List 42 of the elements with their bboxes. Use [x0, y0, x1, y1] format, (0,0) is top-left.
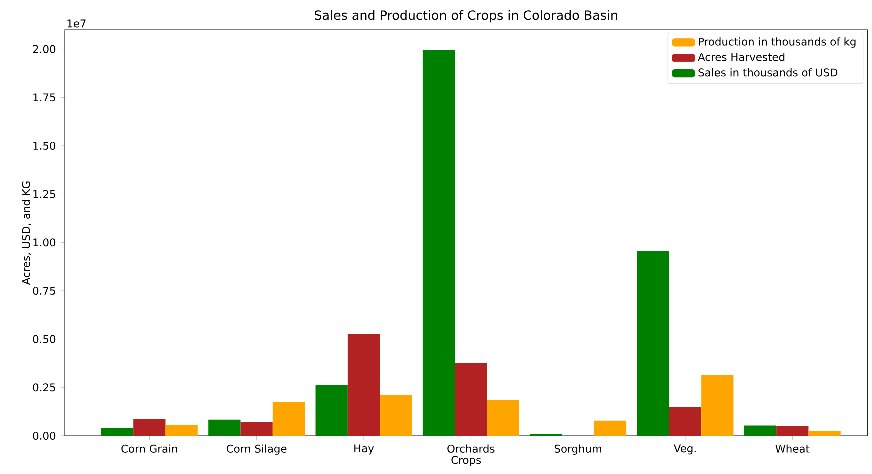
x-tick-label: Corn Silage: [226, 444, 287, 456]
x-axis-title: Crops: [452, 456, 482, 466]
bar: [240, 422, 273, 436]
x-tick-label: Wheat: [776, 444, 810, 453]
y-tick-label: 0.25: [33, 384, 56, 392]
bar: [348, 334, 380, 436]
bar: [669, 407, 702, 436]
bar: [487, 400, 520, 436]
y-tick-label: 1.75: [34, 94, 56, 102]
y-tick-label: 0.00: [33, 432, 56, 440]
x-tick-label: Orchards: [448, 444, 495, 453]
y-tick-label: 2.00: [33, 45, 56, 54]
bar: [702, 375, 734, 436]
bar: [316, 384, 348, 436]
bar: [380, 395, 412, 436]
bar: [101, 428, 134, 436]
y-axis-title: Acres, USD, and KG: [22, 182, 32, 286]
legend-label: Acres Harvested: [698, 53, 785, 62]
y-tick-label: 1.50: [34, 142, 56, 150]
bar: [422, 50, 456, 436]
x-tick-label: Sorghum: [554, 444, 602, 456]
x-tick-label: Hay: [354, 444, 374, 455]
bar: [208, 420, 241, 436]
x-tick-label: Veg.: [674, 444, 696, 455]
y-tick-label: 0.75: [33, 286, 56, 296]
bar: [272, 402, 306, 436]
bar: [637, 251, 670, 436]
bar: [594, 420, 627, 436]
chart-title: Sales and Production of Crops in Colorado Basin: [315, 10, 618, 23]
x-tick-label: Corn Grain: [122, 444, 178, 453]
y-tick-label: 1.25: [34, 190, 56, 198]
text: 1e7: [68, 20, 86, 28]
bar: [166, 424, 198, 436]
y-tick-label: 0.50: [33, 335, 56, 344]
bar: [808, 430, 841, 436]
bar: [776, 426, 809, 436]
legend-label: Production in thousands of kg: [699, 38, 856, 48]
bar: [134, 418, 166, 436]
bar: [455, 363, 488, 436]
legend-label: Sales in thousands of USD: [698, 68, 838, 77]
y-tick-label: 1.00: [34, 238, 56, 247]
bar: [744, 426, 777, 436]
